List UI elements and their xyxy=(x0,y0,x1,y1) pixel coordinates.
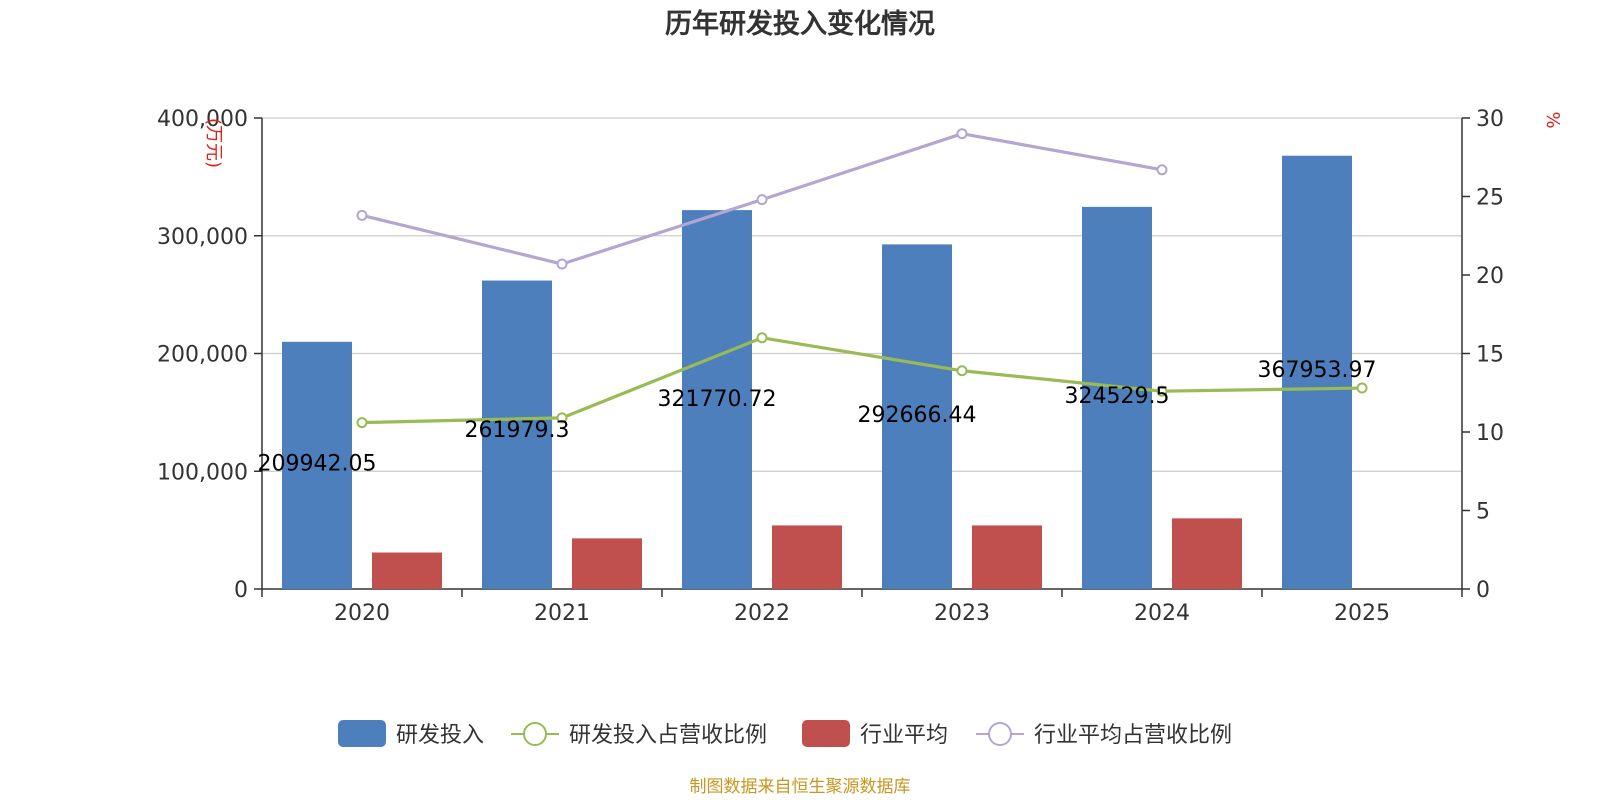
lines xyxy=(356,128,1368,429)
x-tick-label: 2020 xyxy=(334,601,390,626)
point-rd-ratio xyxy=(1356,382,1368,394)
point-rd-ratio xyxy=(756,332,768,344)
y-right-tick-label: 25 xyxy=(1476,186,1504,211)
y-right-tick-label: 20 xyxy=(1476,264,1504,289)
bar-rd-investment xyxy=(1282,155,1352,590)
legend-swatch-marker xyxy=(523,722,547,746)
point-rd-ratio xyxy=(356,417,368,429)
point-industry-ratio xyxy=(756,194,768,206)
y-right-tick-label: 30 xyxy=(1476,107,1504,132)
data-labels: 209942.05 261979.3 321770.72 292666.44 32452… xyxy=(258,358,1377,477)
point-rd-ratio xyxy=(556,412,568,424)
legend-swatch-bar xyxy=(338,720,386,747)
y-left-tick-label: 400,000 xyxy=(157,107,248,132)
bar-rd-investment xyxy=(482,280,552,589)
grid-lines xyxy=(262,117,1462,472)
y-left-tick-label: 0 xyxy=(234,578,248,603)
x-tick-label: 2025 xyxy=(1334,601,1390,626)
y-left-tick-label: 100,000 xyxy=(157,460,248,485)
point-rd-ratio xyxy=(956,365,968,377)
bar-rd-investment xyxy=(1082,206,1152,589)
y-left-unit: (万元) xyxy=(203,118,224,168)
legend-label: 研发投入占营收比例 xyxy=(569,723,767,748)
legend-swatch-bar xyxy=(802,720,850,747)
data-label: 324529.5 xyxy=(1065,384,1170,409)
axes: 0100,000200,000300,000400,00005101520253… xyxy=(157,107,1563,626)
bar-industry-average xyxy=(372,552,442,589)
y-right-unit: % xyxy=(1542,111,1563,128)
y-left-tick-label: 300,000 xyxy=(157,225,248,250)
bar-industry-average xyxy=(972,525,1042,589)
chart-title: 历年研发投入变化情况 xyxy=(665,8,935,40)
bar-industry-average xyxy=(1172,518,1242,589)
bar-rd-investment xyxy=(682,210,752,589)
bar-rd-investment xyxy=(882,244,952,590)
bars xyxy=(282,155,1352,590)
data-label: 261979.3 xyxy=(465,418,570,443)
x-tick-label: 2021 xyxy=(534,601,590,626)
legend-label: 行业平均占营收比例 xyxy=(1034,723,1232,748)
data-label: 367953.97 xyxy=(1258,358,1377,383)
point-rd-ratio xyxy=(1156,385,1168,397)
legend-label: 研发投入 xyxy=(396,723,484,748)
point-industry-ratio xyxy=(356,209,368,221)
data-label: 321770.72 xyxy=(658,387,777,412)
bar-industry-average xyxy=(772,525,842,589)
y-right-tick-label: 15 xyxy=(1476,343,1504,368)
x-tick-label: 2023 xyxy=(934,601,990,626)
bar-rd-investment xyxy=(282,341,352,589)
source-note: 制图数据来自恒生聚源数据库 xyxy=(690,777,911,797)
legend-label: 行业平均 xyxy=(860,723,948,748)
x-tick-label: 2022 xyxy=(734,601,790,626)
line-rd-ratio xyxy=(361,336,1363,425)
data-label: 209942.05 xyxy=(258,452,377,477)
point-industry-ratio xyxy=(556,258,568,270)
point-industry-ratio xyxy=(956,128,968,140)
x-tick-label: 2024 xyxy=(1134,601,1190,626)
bar-industry-average xyxy=(572,538,642,589)
point-industry-ratio xyxy=(1156,164,1168,176)
data-label: 292666.44 xyxy=(858,403,977,428)
y-right-tick-label: 10 xyxy=(1476,421,1504,446)
y-right-tick-label: 5 xyxy=(1476,500,1490,525)
y-right-tick-label: 0 xyxy=(1476,578,1490,603)
legend: 研发投入 研发投入占营收比例 行业平均 行业平均占营收比例 xyxy=(338,720,1232,748)
y-left-tick-label: 200,000 xyxy=(157,343,248,368)
legend-swatch-marker xyxy=(988,722,1012,746)
